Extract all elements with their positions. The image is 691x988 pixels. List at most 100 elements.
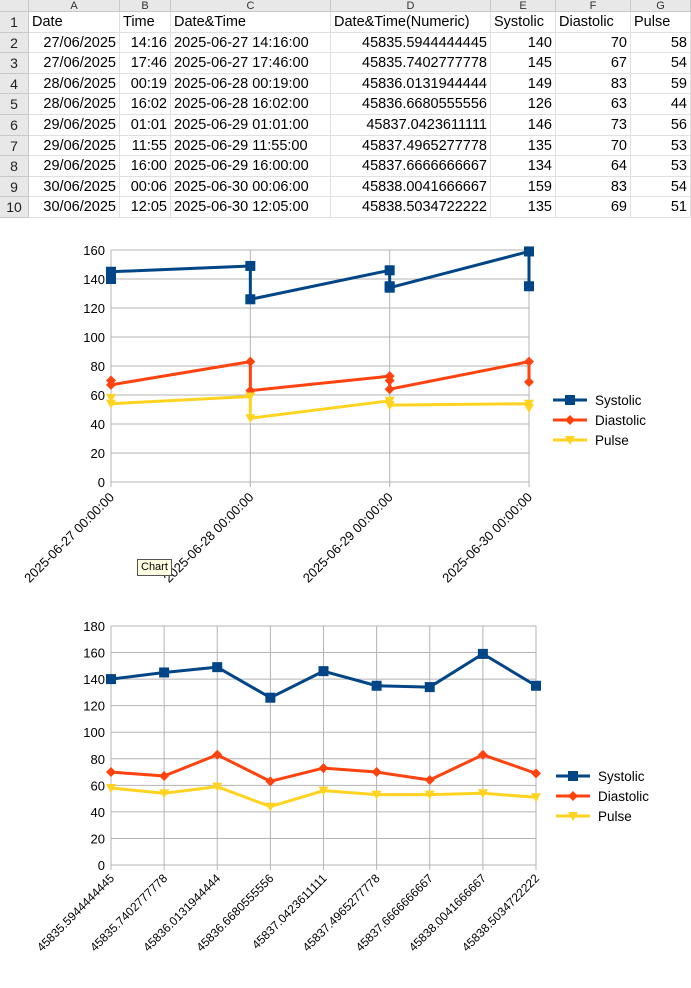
cell-C2[interactable]: 2025-06-27 14:16:00 (171, 32, 331, 54)
cell-C6[interactable]: 2025-06-29 01:01:00 (171, 115, 331, 136)
legend-label-diastolic: Diastolic (598, 789, 649, 804)
chart-by-datetime[interactable]: 0 20 40 60 80 100 120 140 160 2025-06-27 00:00:00… (0, 222, 691, 597)
row-header-10[interactable]: 10 (0, 197, 29, 218)
cell-C9[interactable]: 2025-06-30 00:06:00 (171, 176, 331, 198)
cell-A1[interactable]: Date (29, 12, 120, 33)
row-header-2[interactable]: 2 (0, 32, 29, 54)
cell-G8[interactable]: 53 (631, 156, 691, 177)
cell-B8[interactable]: 16:00 (120, 156, 171, 177)
cell-D8[interactable]: 45837.6666666667 (331, 156, 491, 177)
cell-F2[interactable]: 70 (556, 32, 631, 54)
cell-B9[interactable]: 00:06 (120, 176, 171, 198)
cell-E9[interactable]: 159 (491, 176, 556, 198)
cell-B2[interactable]: 14:16 (120, 32, 171, 54)
cell-G1[interactable]: Pulse (631, 12, 691, 33)
cell-C8[interactable]: 2025-06-29 16:00:00 (171, 156, 331, 177)
cell-F9[interactable]: 83 (556, 176, 631, 198)
cell-A6[interactable]: 29/06/2025 (29, 115, 120, 136)
cell-E1[interactable]: Systolic (491, 12, 556, 33)
cell-D5[interactable]: 45836.6680555556 (331, 94, 491, 115)
row-header-1[interactable]: 1 (0, 12, 29, 33)
cell-A5[interactable]: 28/06/2025 (29, 94, 120, 115)
row-header-6[interactable]: 6 (0, 115, 29, 136)
row-header-5[interactable]: 5 (0, 94, 29, 115)
cell-D9[interactable]: 45838.0041666667 (331, 176, 491, 198)
cell-C7[interactable]: 2025-06-29 11:55:00 (171, 135, 331, 157)
cell-F5[interactable]: 63 (556, 94, 631, 115)
cell-B3[interactable]: 17:46 (120, 53, 171, 74)
cell-E8[interactable]: 134 (491, 156, 556, 177)
cell-F4[interactable]: 83 (556, 73, 631, 95)
cell-A8[interactable]: 29/06/2025 (29, 156, 120, 177)
cell-F3[interactable]: 67 (556, 53, 631, 74)
cell-E10[interactable]: 135 (491, 197, 556, 218)
cell-B6[interactable]: 01:01 (120, 115, 171, 136)
cell-F10[interactable]: 69 (556, 197, 631, 218)
cell-D6[interactable]: 45837.0423611111 (331, 115, 491, 136)
row-header-8[interactable]: 8 (0, 156, 29, 177)
cell-F6[interactable]: 73 (556, 115, 631, 136)
cell-B4[interactable]: 00:19 (120, 73, 171, 95)
data-point-diastolic (384, 384, 395, 395)
cell-G4[interactable]: 59 (631, 73, 691, 95)
row-header-4[interactable]: 4 (0, 73, 29, 95)
cell-D4[interactable]: 45836.0131944444 (331, 73, 491, 95)
column-header-G[interactable]: G (631, 0, 691, 12)
select-all-corner[interactable] (0, 0, 29, 12)
cell-C10[interactable]: 2025-06-30 12:05:00 (171, 197, 331, 218)
cell-D7[interactable]: 45837.4965277778 (331, 135, 491, 157)
cell-D10[interactable]: 45838.5034722222 (331, 197, 491, 218)
cell-G9[interactable]: 54 (631, 176, 691, 198)
cell-E2[interactable]: 140 (491, 32, 556, 54)
y-tick-label: 60 (91, 778, 105, 793)
cell-F1[interactable]: Diastolic (556, 12, 631, 33)
cell-D1[interactable]: Date&Time(Numeric) (331, 12, 491, 33)
row-header-7[interactable]: 7 (0, 135, 29, 157)
legend-marker-pulse (565, 436, 575, 445)
column-header-E[interactable]: E (491, 0, 556, 12)
cell-A3[interactable]: 27/06/2025 (29, 53, 120, 74)
cell-F8[interactable]: 64 (556, 156, 631, 177)
cell-C3[interactable]: 2025-06-27 17:46:00 (171, 53, 331, 74)
cell-G5[interactable]: 44 (631, 94, 691, 115)
cell-G3[interactable]: 54 (631, 53, 691, 74)
chart-by-numeric-datetime[interactable]: 02040608010012014016018045835.5944444445… (0, 602, 691, 988)
spreadsheet-grid[interactable]: A B C D E F G 1 Date Time Date&Time Date&Time(Numer… (0, 0, 691, 218)
column-header-A[interactable]: A (29, 0, 120, 12)
cell-B1[interactable]: Time (120, 12, 171, 33)
cell-E7[interactable]: 135 (491, 135, 556, 157)
column-header-F[interactable]: F (556, 0, 631, 12)
row-header-3[interactable]: 3 (0, 53, 29, 74)
cell-A7[interactable]: 29/06/2025 (29, 135, 120, 157)
cell-B7[interactable]: 11:55 (120, 135, 171, 157)
cell-G6[interactable]: 56 (631, 115, 691, 136)
chart-tooltip: Chart (137, 559, 172, 576)
row-header-9[interactable]: 9 (0, 176, 29, 198)
column-header-C[interactable]: C (171, 0, 331, 12)
column-header-B[interactable]: B (120, 0, 171, 12)
cell-A10[interactable]: 30/06/2025 (29, 197, 120, 218)
cell-C4[interactable]: 2025-06-28 00:19:00 (171, 73, 331, 95)
cell-G10[interactable]: 51 (631, 197, 691, 218)
cell-A9[interactable]: 30/06/2025 (29, 176, 120, 198)
column-header-D[interactable]: D (331, 0, 491, 12)
cell-D2[interactable]: 45835.5944444445 (331, 32, 491, 54)
cell-D3[interactable]: 45835.7402777778 (331, 53, 491, 74)
cell-B10[interactable]: 12:05 (120, 197, 171, 218)
cell-G7[interactable]: 53 (631, 135, 691, 157)
cell-F7[interactable]: 70 (556, 135, 631, 157)
cell-E4[interactable]: 149 (491, 73, 556, 95)
legend-marker-systolic (568, 771, 578, 781)
y-tick-label: 180 (83, 619, 105, 634)
cell-C1[interactable]: Date&Time (171, 12, 331, 33)
cell-E6[interactable]: 146 (491, 115, 556, 136)
cell-G2[interactable]: 58 (631, 32, 691, 54)
cell-E3[interactable]: 145 (491, 53, 556, 74)
cell-E5[interactable]: 126 (491, 94, 556, 115)
data-point-systolic (245, 294, 256, 305)
cell-C5[interactable]: 2025-06-28 16:02:00 (171, 94, 331, 115)
data-point-pulse (524, 404, 534, 414)
cell-A2[interactable]: 27/06/2025 (29, 32, 120, 54)
cell-B5[interactable]: 16:02 (120, 94, 171, 115)
cell-A4[interactable]: 28/06/2025 (29, 73, 120, 95)
